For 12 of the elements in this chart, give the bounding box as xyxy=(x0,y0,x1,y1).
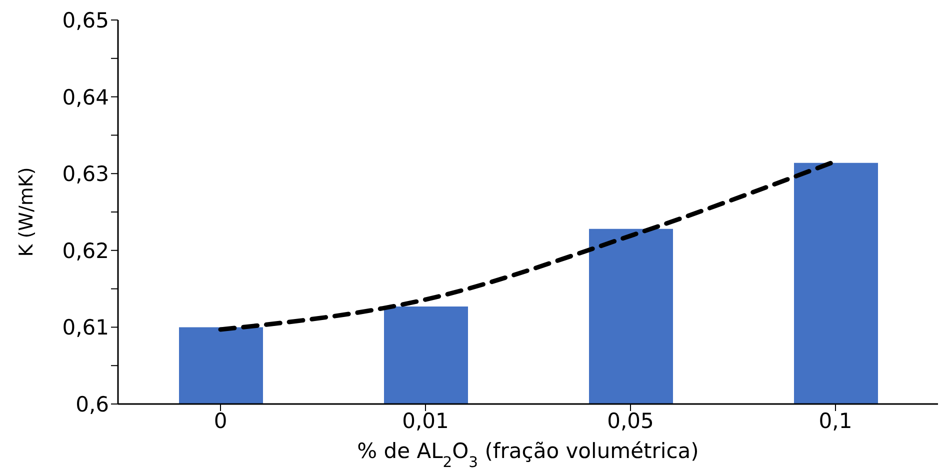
x-tick-label: 0,01 xyxy=(402,408,449,433)
y-tick-label: 0,64 xyxy=(62,85,109,110)
y-tick-label: 0,61 xyxy=(62,316,109,340)
x-tick-label: 0,1 xyxy=(818,408,852,433)
y-tick-label: 0,62 xyxy=(62,238,109,263)
y-tick-label: 0,63 xyxy=(62,162,109,186)
y-axis-title: K (W/mK) xyxy=(16,167,38,257)
x-tick-label: 0,05 xyxy=(607,408,654,433)
x-tick-label: 0 xyxy=(214,408,228,433)
y-tick-label: 0,6 xyxy=(76,392,109,416)
x-axis-title: % de AL$_{2}$O$_{3}$ (fração volumétrica) xyxy=(357,439,699,470)
y-tick-label: 0,65 xyxy=(62,8,109,32)
